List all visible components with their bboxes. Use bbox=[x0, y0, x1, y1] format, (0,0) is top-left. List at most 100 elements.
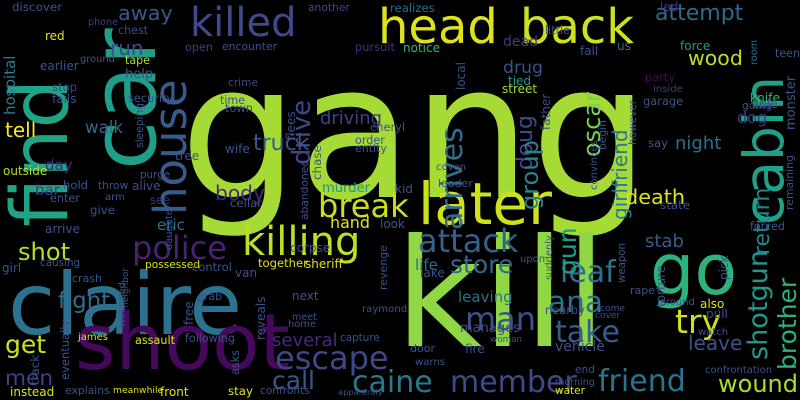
word: confronts bbox=[260, 385, 310, 397]
word: run bbox=[110, 36, 144, 60]
word: party bbox=[645, 70, 676, 84]
word: walk bbox=[85, 118, 123, 137]
word: phone bbox=[88, 17, 119, 28]
word: fall bbox=[580, 44, 599, 58]
word: end bbox=[575, 364, 595, 376]
word: try bbox=[675, 302, 722, 341]
word: going bbox=[742, 99, 773, 112]
word: led bbox=[660, 0, 679, 14]
word: later bbox=[418, 170, 552, 238]
word: purge bbox=[140, 169, 170, 181]
word: tell bbox=[5, 118, 37, 142]
word: red bbox=[45, 29, 65, 43]
word: chase bbox=[310, 145, 324, 180]
word: attempt bbox=[655, 1, 744, 26]
word: look bbox=[380, 217, 405, 231]
word: murder bbox=[322, 181, 370, 196]
word: realizes bbox=[390, 1, 435, 15]
word: grab bbox=[197, 290, 222, 303]
word: raymond bbox=[362, 304, 408, 315]
word: stop bbox=[52, 80, 78, 94]
word: crime bbox=[228, 77, 258, 89]
word: driving bbox=[320, 108, 382, 129]
word: possessed bbox=[145, 259, 201, 271]
word: neighbor bbox=[121, 267, 131, 308]
word: chest bbox=[118, 24, 149, 37]
word: little bbox=[545, 24, 570, 37]
word: corpse bbox=[290, 241, 331, 255]
word: revenge bbox=[377, 244, 390, 290]
word: warns bbox=[415, 357, 446, 368]
word: pursuit bbox=[355, 40, 395, 54]
word: friend bbox=[598, 364, 686, 399]
word: man bbox=[465, 300, 537, 338]
word: attack bbox=[418, 222, 519, 260]
word: inside bbox=[653, 84, 683, 95]
word: capture bbox=[340, 332, 380, 344]
word: wife bbox=[225, 142, 250, 156]
word: apparently bbox=[338, 387, 383, 397]
word: van bbox=[235, 266, 258, 280]
word: day bbox=[45, 156, 73, 174]
word: enter bbox=[50, 192, 80, 205]
word: monster bbox=[784, 75, 799, 130]
word: teen bbox=[775, 47, 800, 60]
word: weapon bbox=[617, 243, 628, 283]
word: entity bbox=[355, 142, 387, 155]
word: confrontation bbox=[705, 365, 773, 376]
word: fire bbox=[465, 342, 485, 356]
word: tree bbox=[175, 149, 200, 163]
word: dog bbox=[737, 108, 768, 127]
word: instead bbox=[10, 385, 55, 399]
word: sheriff bbox=[305, 257, 343, 271]
word: meanwhile bbox=[113, 385, 164, 396]
word: following bbox=[185, 332, 235, 345]
word: throw bbox=[98, 180, 129, 192]
word: arm bbox=[105, 192, 125, 203]
word: kid bbox=[395, 182, 413, 196]
word: outside bbox=[3, 164, 48, 178]
word: help bbox=[125, 67, 154, 82]
word: eventually bbox=[58, 319, 72, 380]
word: hand bbox=[330, 213, 370, 232]
word: home bbox=[288, 319, 316, 330]
word: girl bbox=[2, 261, 22, 275]
word: wound bbox=[718, 370, 798, 398]
word: rape bbox=[630, 284, 656, 297]
word: gang bbox=[180, 24, 650, 241]
word: coven bbox=[436, 162, 467, 173]
word: father bbox=[539, 93, 553, 130]
word: discover bbox=[12, 0, 63, 14]
word: caine bbox=[352, 365, 433, 400]
word: convinces bbox=[589, 140, 600, 190]
word: free bbox=[182, 301, 196, 325]
word: morning bbox=[555, 377, 595, 388]
word: cover bbox=[595, 311, 621, 321]
word: leader bbox=[438, 177, 473, 190]
word: town bbox=[225, 101, 253, 115]
word: tape bbox=[125, 54, 151, 67]
word: life bbox=[415, 256, 438, 274]
word: ana bbox=[548, 285, 604, 319]
word: time bbox=[220, 94, 246, 107]
word: door bbox=[410, 342, 435, 355]
word: garage bbox=[643, 94, 684, 108]
word: drug bbox=[503, 58, 543, 78]
word: cellar bbox=[230, 196, 263, 210]
word: tied bbox=[508, 74, 532, 88]
word: break bbox=[318, 187, 409, 225]
word: fails bbox=[52, 92, 77, 106]
word: eric bbox=[157, 216, 185, 234]
word: sleeping bbox=[133, 103, 146, 148]
word: around bbox=[660, 297, 695, 308]
word: call bbox=[272, 366, 315, 395]
word: give bbox=[90, 203, 116, 217]
word: forced bbox=[750, 220, 785, 233]
word: shoot bbox=[75, 298, 290, 388]
word: come bbox=[600, 304, 626, 314]
word: dead bbox=[503, 34, 538, 50]
word: see bbox=[150, 193, 170, 207]
word: together bbox=[258, 256, 308, 270]
word: claire bbox=[8, 255, 243, 355]
